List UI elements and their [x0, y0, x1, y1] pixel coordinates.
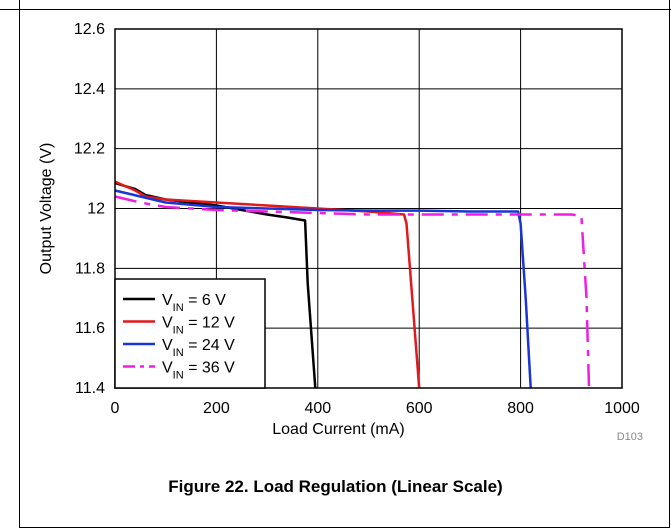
series-lines	[114, 180, 591, 389]
x-tick-label: 800	[507, 400, 534, 417]
y-tick-label: 11.6	[75, 320, 105, 337]
y-tick-label: 11.4	[75, 380, 105, 397]
x-tick-label: 400	[304, 400, 331, 417]
legend-label: VIN = 36 V	[162, 360, 235, 382]
x-tick-label: 600	[406, 400, 433, 417]
y-tick-label: 12.2	[74, 141, 105, 158]
y-tick-label: 11.8	[75, 260, 105, 277]
x-tick-label: 1000	[604, 400, 640, 417]
figure-frame	[19, 0, 670, 528]
y-tick-labels: 11.4 11.6 11.8 12 12.2 12.4 12.6	[74, 21, 105, 397]
y-tick-label: 12	[87, 201, 105, 218]
figure-id: D103	[616, 431, 643, 443]
y-axis-label: Output Voltage (V)	[38, 143, 55, 275]
legend-label: VIN = 24 V	[162, 337, 235, 359]
y-tick-label: 12.4	[74, 81, 105, 98]
load-regulation-chart: 11.4 11.6 11.8 12 12.2 12.4 12.6 0 200 400 600 800…	[38, 21, 640, 438]
plot-area	[114, 28, 623, 389]
series-line	[114, 195, 591, 389]
legend-box	[114, 278, 266, 389]
figure-caption: Figure 22. Load Regulation (Linear Scale…	[168, 477, 503, 496]
series-line	[114, 181, 317, 389]
x-axis-label: Load Current (mA)	[272, 421, 405, 438]
legend-label: VIN = 6 V	[162, 292, 226, 314]
x-tick-label: 0	[111, 400, 120, 417]
top-border	[0, 9, 671, 10]
legend-label: VIN = 12 V	[162, 315, 235, 337]
x-tick-label: 200	[203, 400, 230, 417]
y-tick-label: 12.6	[74, 21, 105, 38]
x-tick-labels: 0 200 400 600 800 1000	[111, 400, 640, 417]
series-line	[114, 189, 532, 389]
